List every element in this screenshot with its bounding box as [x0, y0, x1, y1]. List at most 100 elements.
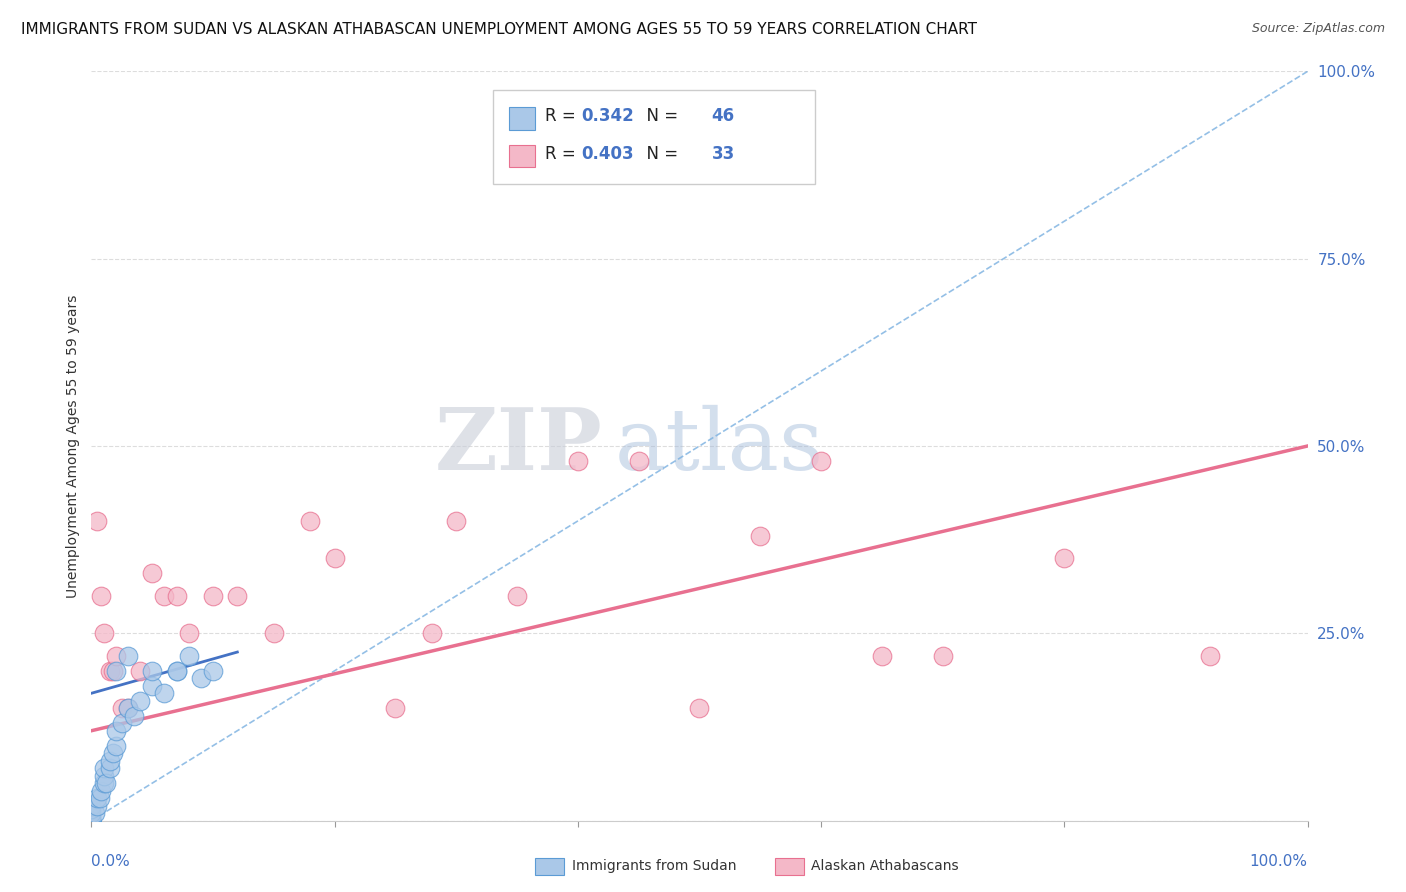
Point: [1053, 551, 1076, 566]
Point: [202, 664, 225, 678]
Point: [98, 664, 121, 678]
Point: [86, 514, 108, 528]
Text: N =: N =: [637, 145, 683, 162]
Point: [94, 776, 117, 790]
Text: 0.0%: 0.0%: [91, 855, 131, 870]
Point: [420, 626, 443, 640]
Point: [104, 664, 127, 678]
Point: [103, 746, 125, 760]
Point: [166, 664, 188, 678]
Point: [90, 589, 112, 603]
Point: [870, 648, 893, 663]
Point: [226, 589, 249, 603]
Point: [104, 739, 127, 753]
Point: [117, 701, 139, 715]
Point: [98, 754, 121, 768]
Point: [627, 454, 650, 468]
Point: [93, 769, 115, 783]
Point: [153, 686, 176, 700]
Text: Source: ZipAtlas.com: Source: ZipAtlas.com: [1251, 22, 1385, 36]
Text: ZIP: ZIP: [434, 404, 602, 488]
Point: [80, 814, 103, 828]
Point: [749, 529, 772, 543]
Point: [84, 806, 107, 821]
Point: [80, 810, 103, 824]
Point: [129, 664, 152, 678]
Point: [141, 679, 163, 693]
Point: [111, 701, 134, 715]
Point: [80, 814, 103, 828]
Point: [103, 664, 125, 678]
Point: [80, 814, 103, 828]
Point: [190, 671, 212, 685]
Point: [80, 814, 103, 828]
Bar: [775, 858, 804, 874]
Point: [141, 664, 163, 678]
Point: [111, 716, 134, 731]
Point: [80, 814, 103, 828]
Point: [80, 802, 103, 816]
Point: [104, 723, 127, 738]
Point: [89, 791, 111, 805]
Text: N =: N =: [637, 107, 683, 125]
Point: [80, 814, 103, 828]
Point: [117, 701, 139, 715]
Point: [299, 514, 322, 528]
Bar: [509, 145, 536, 168]
Point: [177, 648, 200, 663]
Text: Immigrants from Sudan: Immigrants from Sudan: [572, 859, 737, 872]
Text: 0.403: 0.403: [582, 145, 634, 162]
Point: [166, 589, 188, 603]
Text: 0.342: 0.342: [582, 107, 634, 125]
Point: [98, 761, 121, 775]
Point: [80, 814, 103, 828]
Text: R =: R =: [546, 107, 581, 125]
Point: [323, 551, 346, 566]
Text: atlas: atlas: [614, 404, 824, 488]
Point: [202, 589, 225, 603]
Point: [810, 454, 832, 468]
Point: [86, 798, 108, 813]
Point: [506, 589, 529, 603]
Point: [80, 814, 103, 828]
Point: [384, 701, 406, 715]
Point: [90, 783, 112, 797]
Y-axis label: Unemployment Among Ages 55 to 59 years: Unemployment Among Ages 55 to 59 years: [66, 294, 80, 598]
Point: [80, 814, 103, 828]
Text: 33: 33: [711, 145, 735, 162]
Point: [122, 708, 145, 723]
Text: 100.0%: 100.0%: [1250, 855, 1308, 870]
Text: R =: R =: [546, 145, 581, 162]
Point: [688, 701, 710, 715]
Point: [93, 626, 115, 640]
Point: [444, 514, 467, 528]
Point: [80, 798, 103, 813]
Point: [567, 454, 589, 468]
Point: [263, 626, 285, 640]
Point: [86, 791, 108, 805]
Point: [117, 648, 139, 663]
Point: [80, 810, 103, 824]
Point: [80, 814, 103, 828]
Point: [141, 566, 163, 581]
Point: [931, 648, 953, 663]
Point: [129, 694, 152, 708]
Point: [80, 814, 103, 828]
Bar: [509, 107, 536, 130]
Point: [80, 814, 103, 828]
Point: [80, 814, 103, 828]
Text: IMMIGRANTS FROM SUDAN VS ALASKAN ATHABASCAN UNEMPLOYMENT AMONG AGES 55 TO 59 YEA: IMMIGRANTS FROM SUDAN VS ALASKAN ATHABAS…: [21, 22, 977, 37]
Point: [80, 806, 103, 821]
Text: 46: 46: [711, 107, 735, 125]
Point: [93, 761, 115, 775]
Point: [104, 648, 127, 663]
FancyBboxPatch shape: [492, 90, 815, 184]
Point: [153, 589, 176, 603]
Point: [166, 664, 188, 678]
Bar: [536, 858, 564, 874]
Point: [80, 814, 103, 828]
Point: [80, 814, 103, 828]
Point: [1199, 648, 1222, 663]
Point: [177, 626, 200, 640]
Text: Alaskan Athabascans: Alaskan Athabascans: [811, 859, 959, 872]
